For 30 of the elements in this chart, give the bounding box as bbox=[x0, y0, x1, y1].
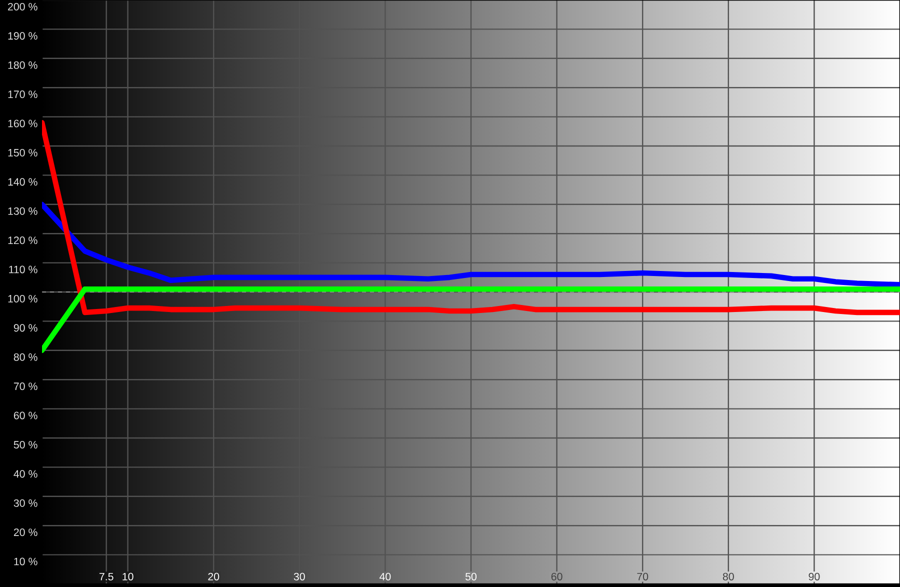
x-tick-label: 40 bbox=[380, 572, 391, 580]
y-tick-label: 40 % bbox=[14, 470, 38, 478]
y-tick-label: 30 % bbox=[14, 499, 38, 507]
x-tick-label: 60 bbox=[551, 572, 562, 580]
x-tick-label: 10 bbox=[122, 572, 134, 580]
y-tick-label: 80 % bbox=[14, 353, 38, 361]
y-tick-label: 100 % bbox=[8, 294, 38, 302]
x-tick-label: 80 bbox=[722, 572, 734, 580]
y-tick-label: 200 % bbox=[8, 2, 38, 10]
x-tick-label: 70 bbox=[637, 572, 648, 580]
x-tick-label: 20 bbox=[208, 572, 220, 580]
y-tick-label: 140 % bbox=[8, 178, 38, 186]
y-tick-label: 130 % bbox=[8, 207, 38, 215]
x-tick-label: 7.5 bbox=[99, 572, 114, 580]
y-tick-label: 160 % bbox=[8, 120, 38, 128]
y-tick-label: 20 % bbox=[14, 528, 38, 536]
x-tick-label: 30 bbox=[294, 572, 305, 580]
y-tick-label: 90 % bbox=[14, 324, 38, 332]
y-tick-label: 50 % bbox=[14, 440, 38, 448]
y-tick-label: 120 % bbox=[8, 236, 38, 244]
y-tick-label: 150 % bbox=[8, 148, 38, 156]
y-tick-label: 70 % bbox=[14, 382, 38, 390]
y-tick-label: 10 % bbox=[14, 558, 38, 566]
y-tick-label: 190 % bbox=[8, 32, 38, 40]
y-tick-label: 180 % bbox=[8, 61, 38, 69]
x-tick-label: 90 bbox=[808, 572, 820, 580]
y-tick-label: 110 % bbox=[9, 266, 38, 274]
x-tick-label: 50 bbox=[465, 572, 477, 580]
y-tick-label: 170 % bbox=[8, 90, 38, 98]
y-tick-label: 60 % bbox=[14, 412, 38, 420]
